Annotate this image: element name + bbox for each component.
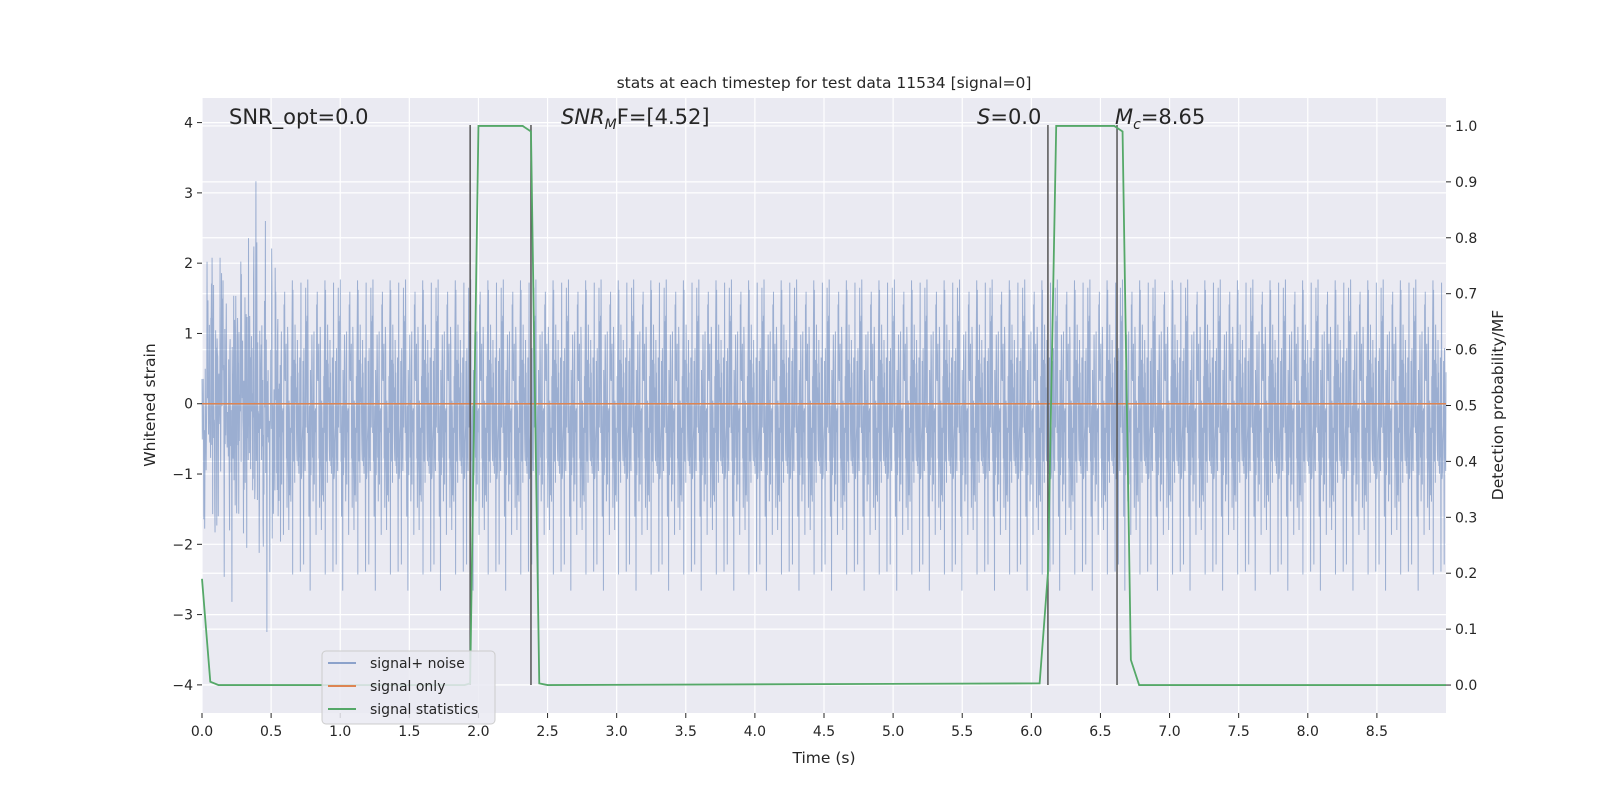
- annotation-s: S=0.0: [977, 105, 1041, 129]
- y-left-tick-label: −2: [172, 537, 193, 553]
- y-left-tick-label: 3: [184, 186, 193, 202]
- x-tick-label: 0.5: [260, 724, 282, 740]
- legend: signal+ noise signal only signal statist…: [321, 650, 496, 725]
- x-tick-label: 4.5: [813, 724, 835, 740]
- x-tick-label: 1.5: [398, 724, 420, 740]
- legend-box: [321, 650, 496, 725]
- y-right-tick-label: 0.0: [1455, 678, 1477, 694]
- x-tick-label: 3.5: [675, 724, 697, 740]
- y-right-tick-label: 0.3: [1455, 510, 1477, 526]
- y-right-axis-ticks: 1.0 0.9 0.8 0.7 0.6 0.5 0.4 0.3 0.2 0.1 0.0: [1446, 119, 1477, 694]
- y-right-tick-label: 0.7: [1455, 287, 1477, 303]
- legend-label-signal-noise: signal+ noise: [370, 656, 465, 672]
- y-right-tick-label: 0.2: [1455, 566, 1477, 582]
- signal-noise-trace: [201, 181, 1447, 632]
- x-tick-label: 1.0: [329, 724, 351, 740]
- x-axis-ticks: 0.0 0.5 1.0 1.5 2.0 2.5 3.0 3.5 4.0 4.5 5.0 5.5 6.0 6…: [191, 713, 1388, 740]
- x-tick-label: 8.0: [1297, 724, 1319, 740]
- y-right-tick-label: 1.0: [1455, 119, 1477, 135]
- y-left-tick-label: −3: [172, 608, 193, 624]
- x-tick-label: 7.0: [1158, 724, 1180, 740]
- x-tick-label: 2.5: [536, 724, 558, 740]
- annotation-mc-rest: =8.65: [1141, 105, 1205, 129]
- y-left-tick-label: −4: [172, 678, 193, 694]
- x-tick-label: 8.5: [1366, 724, 1388, 740]
- annotation-snr-opt: SNR_opt=0.0: [229, 105, 369, 130]
- x-tick-label: 6.0: [1020, 724, 1042, 740]
- y-right-tick-label: 0.1: [1455, 622, 1477, 638]
- x-axis-label: Time (s): [791, 749, 855, 767]
- x-tick-label: 6.5: [1089, 724, 1111, 740]
- annotation-mc: Mc=8.65: [1115, 105, 1205, 133]
- y-right-axis-label: Detection probability/MF: [1489, 310, 1507, 501]
- annotation-s-main: S: [977, 105, 990, 129]
- y-left-axis-label: Whitened strain: [141, 343, 159, 466]
- chart-title: stats at each timestep for test data 115…: [617, 74, 1032, 92]
- x-tick-label: 0.0: [191, 724, 213, 740]
- vertical-markers: [469, 124, 1118, 686]
- x-tick-label: 2.0: [467, 724, 489, 740]
- y-left-tick-label: 1: [184, 326, 193, 342]
- x-tick-label: 7.5: [1228, 724, 1250, 740]
- x-tick-label: 5.5: [951, 724, 973, 740]
- y-left-tick-label: 4: [184, 116, 193, 132]
- series-signal-noise: [201, 181, 1447, 632]
- y-left-tick-label: 2: [184, 256, 193, 272]
- y-right-tick-label: 0.8: [1455, 231, 1477, 247]
- annotation-snr-mf-main: SNR: [561, 105, 605, 129]
- legend-label-signal-only: signal only: [370, 679, 445, 695]
- annotation-snr-mf-sub: M: [605, 117, 617, 133]
- y-right-tick-label: 0.5: [1455, 399, 1477, 415]
- legend-label-signal-statistics: signal statistics: [370, 702, 478, 718]
- y-left-tick-label: 0: [184, 397, 193, 413]
- x-tick-label: 4.0: [744, 724, 766, 740]
- x-tick-label: 5.0: [882, 724, 904, 740]
- y-right-tick-label: 0.6: [1455, 343, 1477, 359]
- y-left-axis-ticks: 4 3 2 1 0 −1 −2 −3 −4: [172, 116, 202, 694]
- x-tick-label: 3.0: [606, 724, 628, 740]
- annotation-snr-mf-rest: F=[4.52]: [617, 105, 710, 129]
- y-right-tick-label: 0.9: [1455, 175, 1477, 191]
- annotation-snr-mf: SNRMF=[4.52]: [561, 105, 710, 133]
- annotation-mc-main: M: [1115, 105, 1133, 129]
- annotation-mc-sub: c: [1133, 117, 1141, 133]
- y-left-tick-label: −1: [172, 467, 193, 483]
- annotation-s-rest: =0.0: [990, 105, 1041, 129]
- y-right-tick-label: 0.4: [1455, 454, 1477, 470]
